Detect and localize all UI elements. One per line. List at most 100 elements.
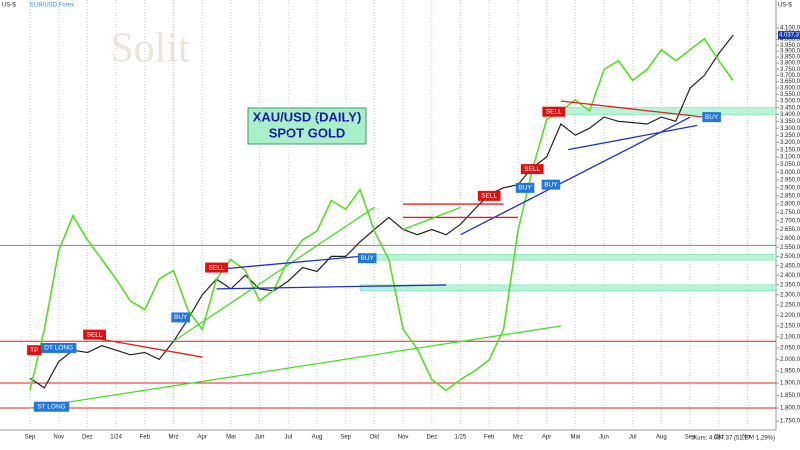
y-tick-label: 3.200,00 [780,140,800,146]
x-tick-label: Sep [25,435,36,441]
watermark: Solit [110,26,190,72]
x-tick-label: 1/24 [110,435,122,441]
x-tick-label: Jul [629,435,637,441]
y-tick-label: 2.700,00 [780,218,800,224]
x-tick-label: Mai [570,435,580,441]
x-tick-label: Aug [656,435,667,441]
x-tick-label: Dez [82,435,93,441]
x-tick-label: 1/25 [455,435,467,441]
trendline [402,206,461,231]
price-line [29,34,734,389]
y-tick-label: 3.600,00 [780,86,800,92]
y-tick-label: 2.150,00 [780,324,800,330]
x-tick-label: Jun [599,435,609,441]
y-tick-label: 1.750,00 [780,419,800,425]
x-tick-label: Mrz [513,435,523,441]
signal-box [41,342,77,353]
x-tick-label: Mrz [169,435,179,441]
x-tick-label: Jun [255,435,265,441]
y-tick-label: 2.650,00 [780,227,800,233]
signal-label: BUY [174,314,188,321]
signal-box [171,312,190,323]
y-tick-label: 2.800,00 [780,202,800,208]
signal-box [83,329,106,340]
y-tick-label: 1.950,00 [780,369,800,375]
chart-subtitle: SPOT GOLD [269,125,346,140]
signal-box [702,112,721,123]
y-tick-label: 3.000,00 [780,170,800,176]
signal-box [477,190,501,201]
y-tick-label: 3.950,00 [780,43,800,49]
y-tick-label: 3.100,00 [780,155,800,161]
x-tick-label: Apr [198,435,207,441]
secondary-line [29,37,734,392]
y-tick-label: 2.250,00 [780,303,800,309]
y-tick-label: 3.900,00 [780,49,800,55]
trendline [460,116,691,236]
signal-box [541,179,561,190]
footer: Kurs: 4.037,37 (51,27 / 1,29%) [693,436,775,442]
last-value-label: 4.037,37 [779,33,800,39]
trendline [87,336,203,358]
signal-label: BUY [518,185,532,192]
signal-box [515,182,535,193]
signal-box [542,106,566,117]
y-tick-label: 4.000,00 [780,37,800,43]
y-tick-label: 2.600,00 [780,236,800,242]
x-tick-label: Okt [370,435,380,441]
y-tick-label: 3.450,00 [780,105,800,111]
y-tick-label: 2.950,00 [780,178,800,184]
y-tick-label: 2.350,00 [780,282,800,288]
y-tick-label: 2.000,00 [780,357,800,363]
y-tick-label: 2.750,00 [780,210,800,216]
y-tick-label: 1.850,00 [780,393,800,399]
y-tick-label: 3.550,00 [780,92,800,98]
x-tick-label: Okt [714,435,724,441]
signal-box [520,164,544,175]
y-tick-label: 3.400,00 [780,112,800,118]
signal-box [33,401,70,412]
y-tick-label: 3.350,00 [780,119,800,125]
y-tick-label: 2.200,00 [780,313,800,319]
y-tick-label: 2.900,00 [780,185,800,191]
y-tick-label: 3.300,00 [780,126,800,132]
x-tick-label: Apr [542,435,551,441]
x-tick-label: Jul [284,435,292,441]
title-box [247,107,367,145]
y-tick-label: 3.650,00 [780,79,800,85]
y-tick-label: 3.250,00 [780,133,800,139]
y-tick-label: 3.050,00 [780,162,800,168]
x-tick-label: Feb [140,435,151,441]
signal-label: ST LONG [37,403,65,410]
x-tick-label: Sep [685,435,696,441]
y-tick-label: 3.750,00 [780,67,800,73]
y-tick-label: 3.150,00 [780,147,800,153]
signal-label: SELL [481,193,497,200]
signal-label: DT LONG [44,345,73,352]
trendline [216,255,361,271]
signal-label: SELL [524,166,540,173]
signal-label: TP [30,347,38,354]
signal-box [27,345,42,356]
signal-label: SELL [546,108,562,115]
y-tick-label: 4.100,00 [780,26,800,32]
y-tick-label: 2.100,00 [780,334,800,340]
y-tick-label: 3.800,00 [780,61,800,67]
trendline [568,124,698,151]
trendline [216,284,447,290]
legend-label: EUR/USD Forex [30,3,74,9]
signal-label: BUY [361,255,375,262]
signal-label: SELL [87,331,103,338]
y-tick-label: 3.850,00 [780,55,800,61]
unit-label: US-$ [778,3,792,9]
zone [359,254,777,261]
trendline [560,100,705,118]
y-tick-label: 2.550,00 [780,245,800,251]
x-tick-label: Mai [226,435,236,441]
signal-label: BUY [544,181,558,188]
trendline [29,325,562,409]
y-tick-label: 2.050,00 [780,346,800,352]
y-tick-label: 2.300,00 [780,292,800,298]
